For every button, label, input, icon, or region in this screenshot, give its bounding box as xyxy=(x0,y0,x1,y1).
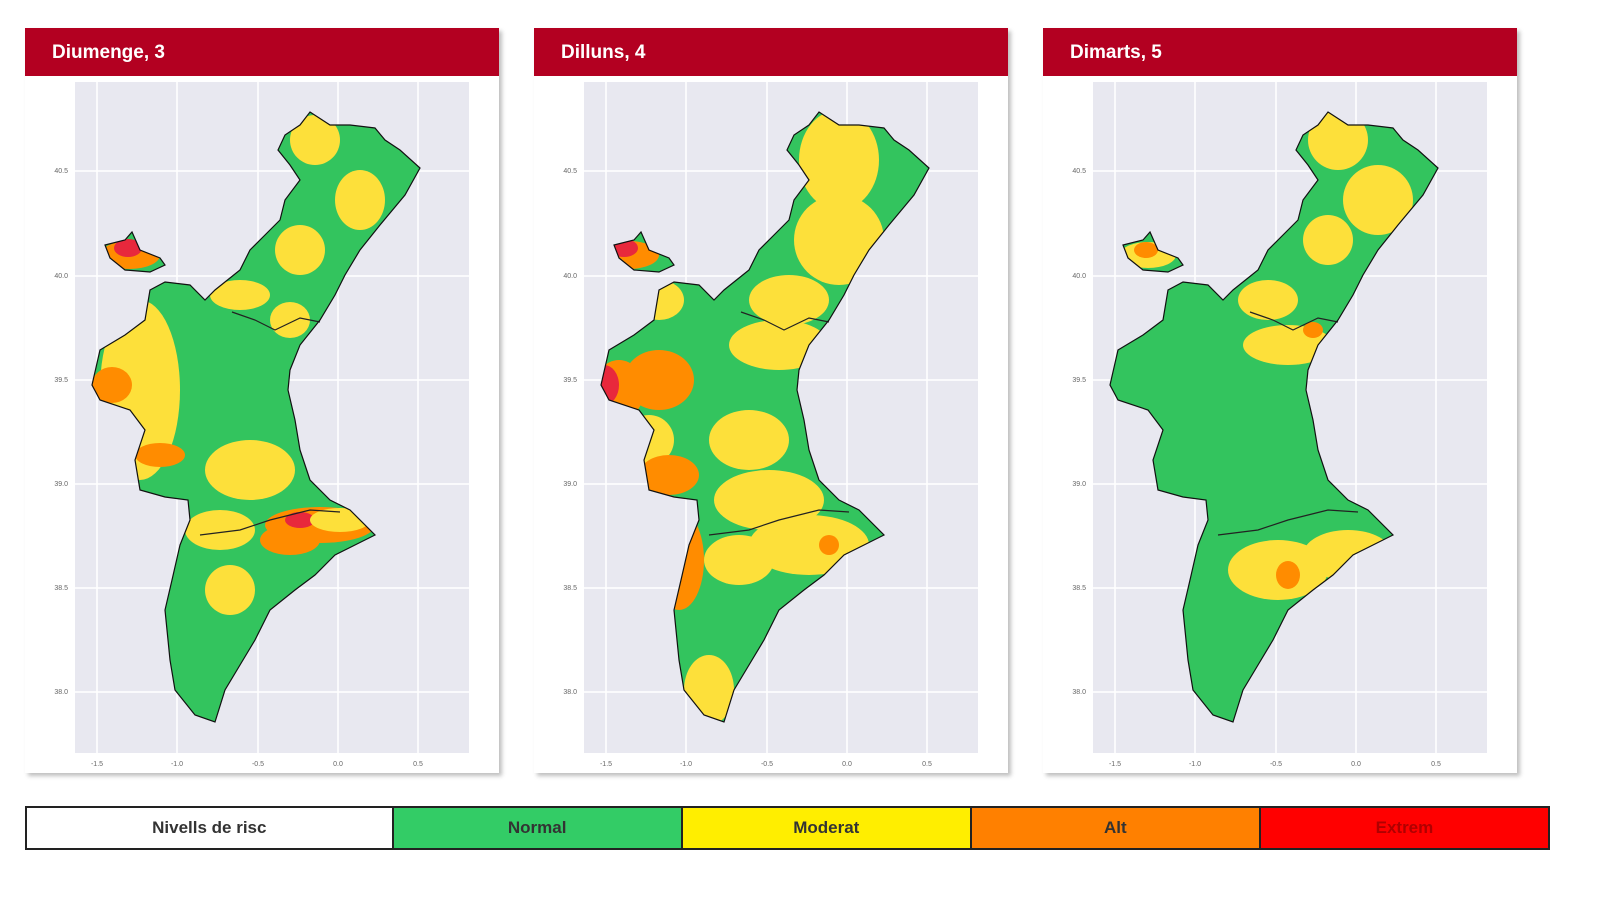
risk-zone xyxy=(1303,322,1323,338)
y-tick-label: 39.5 xyxy=(1072,377,1086,384)
forecast-panel: Dimarts, 5 -1.5 -1.0 -0.5 0.0 0.5 40.5 40.0 39.5… xyxy=(1043,28,1517,773)
province-border xyxy=(199,509,341,536)
x-tick-label: -1.5 xyxy=(1109,761,1121,768)
legend-alt: Alt xyxy=(969,808,1259,848)
x-tick-label: 0.5 xyxy=(413,761,423,768)
region-shape xyxy=(1110,112,1438,722)
panel-title: Diumenge, 3 xyxy=(25,28,499,76)
province-border xyxy=(1217,509,1359,536)
y-tick-label: 38.5 xyxy=(54,585,68,592)
risk-zone xyxy=(749,275,829,325)
risk-map: -1.5 -1.0 -0.5 0.0 0.5 40.5 40.0 39.5 39.0 38.5 38… xyxy=(1072,82,1487,768)
y-tick-label: 40.0 xyxy=(54,273,68,280)
x-tick-label: -0.5 xyxy=(761,761,773,768)
legend-normal: Normal xyxy=(391,808,681,848)
risk-zone xyxy=(205,440,295,500)
risk-zone xyxy=(1238,280,1298,320)
province-border xyxy=(708,509,850,536)
risk-zone xyxy=(639,455,699,495)
risk-zone xyxy=(290,115,340,165)
region-outline xyxy=(91,111,421,723)
risk-zone xyxy=(819,535,839,555)
risk-zone xyxy=(92,367,132,403)
y-tick-label: 40.0 xyxy=(1072,273,1086,280)
risk-map: -1.5 -1.0 -0.5 0.0 0.5 40.5 40.0 39.5 39.0 38.5 38… xyxy=(563,82,978,768)
forecast-panel: Dilluns, 4 -1.5 -1.0 -0.5 0.0 0.5 40.5 40.0 39.5… xyxy=(534,28,1008,773)
risk-zone xyxy=(714,470,824,530)
region-outline xyxy=(600,111,930,723)
forecast-panel: Diumenge, 3 -1.5 -1.0 -0.5 0.0 0.5 40.5 40.0 39.… xyxy=(25,28,499,773)
y-tick-label: 38.0 xyxy=(563,689,577,696)
risk-zone xyxy=(1343,165,1413,235)
y-tick-label: 39.5 xyxy=(54,377,68,384)
x-tick-label: -0.5 xyxy=(252,761,264,768)
province-border xyxy=(1249,311,1339,331)
y-tick-label: 40.0 xyxy=(563,273,577,280)
risk-zone xyxy=(260,525,320,555)
province-border xyxy=(740,311,830,331)
risk-zone xyxy=(1134,242,1158,258)
x-tick-label: -0.5 xyxy=(1270,761,1282,768)
risk-zone xyxy=(205,565,255,615)
risk-map: -1.5 -1.0 -0.5 0.0 0.5 40.5 40.0 39.5 39.0 38.5 38… xyxy=(54,82,469,768)
y-tick-label: 39.0 xyxy=(563,481,577,488)
x-tick-label: -1.0 xyxy=(1189,761,1201,768)
risk-zone xyxy=(210,280,270,310)
x-tick-label: 0.5 xyxy=(1431,761,1441,768)
risk-zone xyxy=(114,239,142,257)
y-tick-label: 38.0 xyxy=(1072,689,1086,696)
y-tick-label: 38.5 xyxy=(563,585,577,592)
province-border xyxy=(231,311,321,331)
x-tick-label: -1.5 xyxy=(600,761,612,768)
y-tick-label: 40.5 xyxy=(563,168,577,175)
risk-zone xyxy=(709,410,789,470)
y-tick-label: 39.0 xyxy=(1072,481,1086,488)
risk-zone xyxy=(185,510,255,550)
x-tick-label: -1.0 xyxy=(171,761,183,768)
legend-moderat: Moderat xyxy=(680,808,970,848)
y-tick-label: 40.5 xyxy=(1072,168,1086,175)
risk-zone xyxy=(1303,215,1353,265)
region-outline xyxy=(1109,111,1439,723)
y-tick-label: 40.5 xyxy=(54,168,68,175)
x-tick-label: -1.5 xyxy=(91,761,103,768)
risk-zone xyxy=(275,225,325,275)
risk-zone xyxy=(135,443,185,467)
risk-legend: Nivells de risc Normal Moderat Alt Extre… xyxy=(25,806,1550,850)
legend-extrem: Extrem xyxy=(1258,808,1548,848)
panel-title: Dimarts, 5 xyxy=(1043,28,1517,76)
x-tick-label: 0.5 xyxy=(922,761,932,768)
region-shape xyxy=(92,112,420,722)
y-tick-label: 39.5 xyxy=(563,377,577,384)
y-tick-label: 38.5 xyxy=(1072,585,1086,592)
risk-zone xyxy=(285,512,315,528)
panel-title: Dilluns, 4 xyxy=(534,28,1008,76)
y-tick-label: 39.0 xyxy=(54,481,68,488)
x-tick-label: 0.0 xyxy=(1351,761,1361,768)
risk-zone xyxy=(624,350,694,410)
x-tick-label: 0.0 xyxy=(842,761,852,768)
legend-title: Nivells de risc xyxy=(27,808,392,848)
y-tick-label: 38.0 xyxy=(54,689,68,696)
risk-zone xyxy=(799,112,879,210)
risk-zone xyxy=(1276,561,1300,589)
risk-zone xyxy=(270,302,310,338)
risk-zone xyxy=(335,170,385,230)
x-tick-label: -1.0 xyxy=(680,761,692,768)
x-tick-label: 0.0 xyxy=(333,761,343,768)
risk-zone xyxy=(601,365,619,405)
